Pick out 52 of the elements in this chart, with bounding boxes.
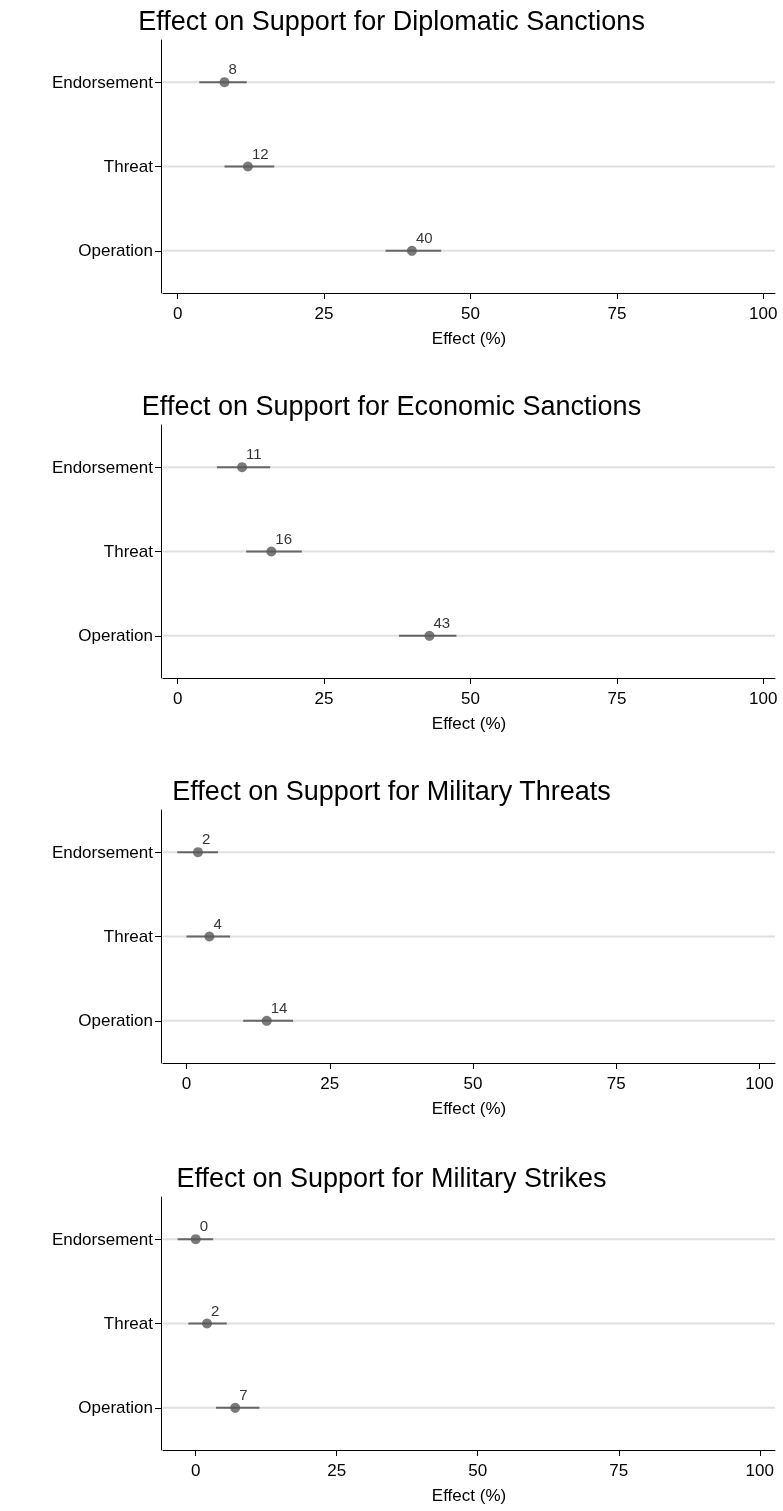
data-label: 4 [213, 914, 222, 932]
x-tick-label: 100 [749, 689, 778, 708]
chart-title: Effect on Support for Economic Sanctions [141, 390, 642, 421]
y-tick-label: Endorsement [51, 842, 154, 862]
x-tick-label: 25 [314, 689, 334, 708]
x-tick-label: 75 [606, 1074, 626, 1093]
y-tick-label: Endorsement [51, 72, 154, 92]
y-tick-label: Threat [103, 927, 154, 946]
x-tick-label: 50 [461, 689, 480, 708]
y-tick-label: Threat [103, 1314, 154, 1333]
x-tick-label: 75 [607, 304, 627, 323]
y-tick-label: Threat [103, 157, 154, 176]
chart-title: Effect on Support for Military Strikes [176, 1162, 607, 1193]
x-axis-title: Effect (%) [431, 1099, 507, 1118]
data-label: 2 [211, 1301, 220, 1319]
y-tick-label: Operation [78, 1398, 153, 1418]
x-tick-label: 100 [745, 1074, 774, 1093]
y-tick-label: Endorsement [51, 1229, 154, 1249]
data-label: 11 [246, 445, 262, 463]
x-tick-label: 100 [749, 304, 778, 323]
x-axis-title: Effect (%) [431, 1486, 507, 1505]
x-tick-label: 75 [609, 1461, 629, 1480]
x-tick-label: 0 [172, 689, 183, 708]
x-tick-label: 75 [607, 689, 627, 708]
x-axis-title: Effect (%) [431, 714, 507, 733]
data-label: 12 [251, 144, 269, 162]
chart-title: Effect on Support for Military Threats [172, 775, 611, 806]
data-label: 8 [228, 60, 237, 78]
y-tick-label: Operation [78, 626, 153, 646]
y-tick-label: Operation [78, 241, 153, 261]
data-label: 7 [239, 1385, 248, 1403]
y-tick-label: Endorsement [51, 457, 154, 477]
x-tick-label: 0 [172, 304, 183, 323]
data-label: 43 [433, 613, 451, 631]
data-label: 0 [199, 1217, 209, 1235]
x-tick-label: 100 [745, 1461, 774, 1480]
data-label: 40 [415, 228, 433, 246]
x-tick-label: 25 [327, 1461, 347, 1480]
y-tick-label: Operation [78, 1011, 153, 1031]
x-tick-label: 0 [181, 1074, 192, 1093]
y-tick-label: Threat [103, 542, 154, 561]
x-axis-title: Effect (%) [431, 329, 507, 348]
data-label: 14 [270, 998, 288, 1016]
x-tick-label: 25 [314, 304, 334, 323]
x-tick-label: 0 [190, 1461, 201, 1480]
x-tick-label: 25 [320, 1074, 340, 1093]
x-tick-label: 50 [468, 1461, 488, 1480]
data-label: 2 [201, 830, 211, 848]
x-tick-label: 50 [463, 1074, 483, 1093]
x-tick-label: 50 [461, 304, 480, 323]
chart-title: Effect on Support for Diplomatic Sanctions [138, 5, 645, 36]
data-label: 16 [275, 529, 293, 547]
